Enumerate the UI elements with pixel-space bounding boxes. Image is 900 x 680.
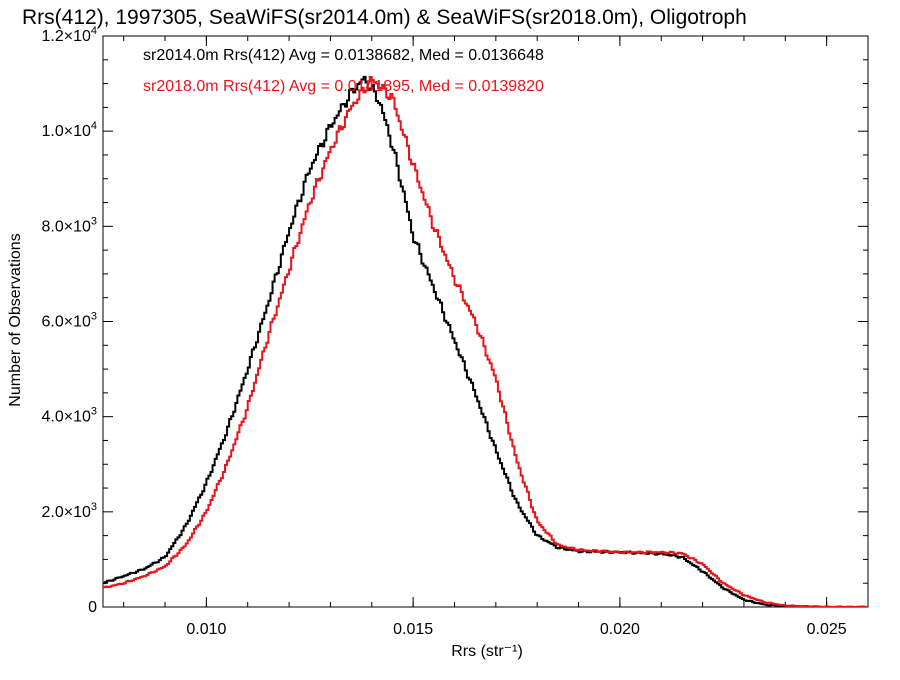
y-tick-label: 1.0×104: [41, 120, 97, 140]
y-tick-label: 2.0×103: [41, 501, 97, 521]
y-tick-label: 8.0×103: [41, 215, 97, 235]
y-tick-label: 4.0×103: [41, 406, 97, 426]
series-line-sr2018.0m: [103, 75, 868, 607]
y-tick-label: 0: [88, 599, 97, 616]
x-tick-label: 0.010: [186, 621, 226, 638]
legend-entry-sr2014: sr2014.0m Rrs(412) Avg = 0.0138682, Med …: [143, 47, 544, 64]
x-tick-label: 0.015: [393, 621, 433, 638]
chart-title: Rrs(412), 1997305, SeaWiFS(sr2014.0m) & …: [22, 6, 747, 29]
x-tick-label: 0.020: [600, 621, 640, 638]
series-line-sr2014.0m: [103, 75, 868, 607]
y-axis-label: Number of Observations: [7, 233, 24, 406]
plot-area: 0.010 0.015 0.020 0.025 0 2.0×103 4.0×103 6.0×1…: [41, 25, 869, 638]
legend-entry-sr2018: sr2018.0m Rrs(412) Avg = 0.0141895, Med …: [143, 78, 544, 95]
x-tick-label: 0.025: [807, 621, 847, 638]
x-axis-label: Rrs (str⁻¹): [451, 643, 523, 660]
plot-frame: [102, 35, 869, 608]
y-tick-label: 1.2×104: [41, 25, 97, 45]
y-tick-label: 6.0×103: [41, 311, 97, 331]
